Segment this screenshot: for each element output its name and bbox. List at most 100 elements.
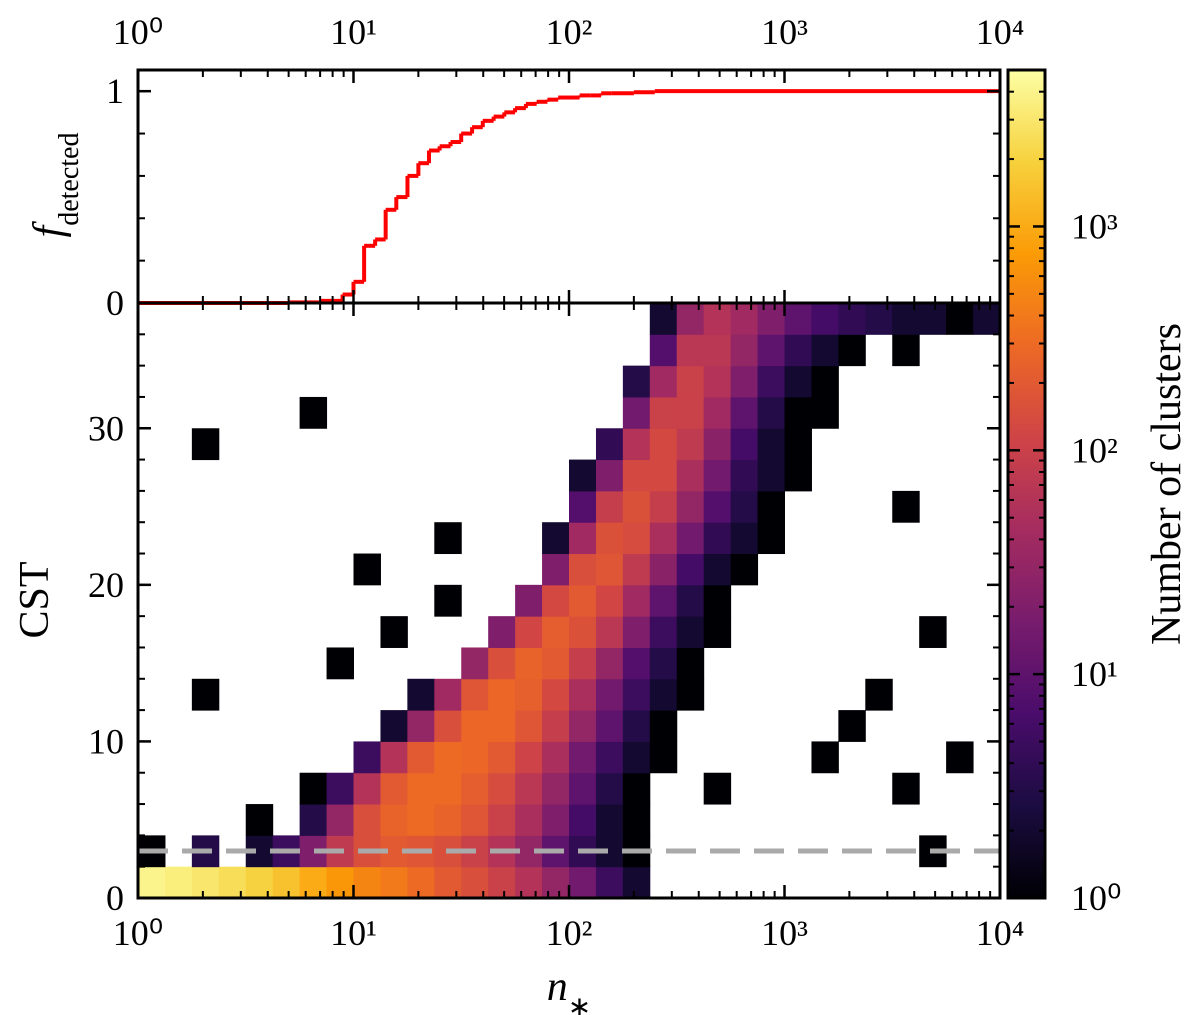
bottom-y-label: CST [12,561,58,638]
heatmap-cell [622,522,651,555]
heatmap-cell [326,866,354,899]
y-tick-label: 1 [106,71,124,111]
x-tick-label: 10⁰ [113,913,163,953]
heatmap-cell [380,741,408,774]
x-label: n∗ [547,964,591,1015]
heatmap-cell [622,647,651,680]
heatmap-cell [488,710,516,742]
heatmap-cell [434,772,462,805]
heatmap-cell [892,303,920,335]
heatmap-cell [649,553,678,586]
heatmap-cell [730,334,759,367]
heatmap-cell [380,866,408,899]
heatmap-cell [784,334,812,367]
x-tick-label: 10¹ [330,913,377,953]
heatmap-cell [434,866,462,899]
x-tick-label: 10³ [761,913,808,953]
heatmap-cell [757,459,785,492]
heatmap-cell [569,522,597,555]
heatmap-cell [542,772,570,805]
heatmap-cell [892,334,920,367]
colorbar-label: Number of clusters [1144,323,1190,645]
heatmap-cell [622,804,651,836]
heatmap-cell [622,616,651,648]
heatmap-cell [542,804,570,836]
heatmap-cell [676,365,705,398]
heatmap-cell [919,616,947,648]
heatmap-cell [542,678,570,711]
heatmap-cell [919,303,947,335]
heatmap-cell [811,365,839,398]
heatmap-cell [649,334,678,367]
heatmap-cell [730,365,759,398]
x-tick-label: 10⁴ [976,913,1025,953]
heatmap-cell [703,522,732,555]
x-tick-label: 10² [546,12,593,52]
heatmap-cell [703,616,732,648]
heatmap-cell [569,866,597,899]
heatmap-cell [622,678,651,711]
heatmap-cell [595,428,624,461]
heatmap-cell [811,396,839,429]
heatmap-cell [676,616,705,648]
heatmap-cell [515,866,543,899]
y-tick-label: 20 [88,565,124,605]
colorbar-tick-label: 10² [1071,430,1118,470]
heatmap-cell [676,303,705,335]
heatmap-cell [299,804,328,836]
heatmap-cell [326,804,354,836]
heatmap-cell [569,804,597,836]
heatmap-cell [676,678,705,711]
heatmap-cell [299,772,328,805]
heatmap-cell [676,334,705,367]
heatmap-cell [542,616,570,648]
heatmap-cell [569,490,597,523]
heatmap-cell [703,396,732,429]
heatmap-cell [434,804,462,836]
heatmap-cell [595,490,624,523]
heatmap-cell [488,678,516,711]
heatmap-cell [218,866,247,899]
x-tick-label: 10³ [761,12,808,52]
heatmap-cell [730,553,759,586]
colorbar [1006,68,1047,900]
heatmap-cell [407,866,435,899]
heatmap-cell [703,772,732,805]
heatmap-cell [488,866,516,899]
x-label-sub: ∗ [568,992,591,1015]
heatmap-cell [515,772,543,805]
heatmap-cell [730,428,759,461]
heatmap-cell [730,396,759,429]
heatmap-cell [784,365,812,398]
heatmap-cell [542,522,570,555]
heatmap-cell [515,741,543,774]
heatmap-cell [542,866,570,899]
heatmap-cell [622,710,651,742]
heatmap-cell [353,741,381,774]
heatmap-cell [649,584,678,617]
heatmap-cell [703,428,732,461]
heatmap-cell [703,303,732,335]
heatmap-cell [730,522,759,555]
heatmap-cell [622,772,651,805]
heatmap-cell [757,490,785,523]
heatmap-cell [649,616,678,648]
x-tick-label: 10⁴ [976,12,1025,52]
heatmap-cell [811,334,839,367]
heatmap-cell [703,490,732,523]
heatmap-cell [730,303,759,335]
top-y-label: fdetected [26,133,85,238]
heatmap-cell [595,616,624,648]
heatmap-cell [434,522,462,555]
heatmap-cell [811,303,839,335]
heatmap-cell [488,616,516,648]
heatmap-cell [838,334,866,367]
heatmap-cell [515,678,543,711]
heatmap-cell [569,584,597,617]
heatmap-cell [649,741,678,774]
heatmap-cell [676,647,705,680]
heatmap-cell [757,365,785,398]
heatmap-cell [299,396,328,429]
heatmap-cell [515,647,543,680]
